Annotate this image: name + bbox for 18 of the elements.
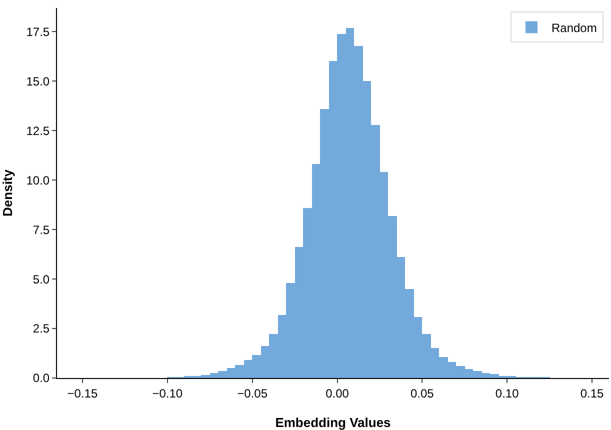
x-tick-label: −0.15: [67, 386, 98, 400]
y-tick-label: 10.0: [26, 173, 50, 188]
x-tick-label: 0.00: [326, 386, 350, 400]
y-tick-label: 2.5: [32, 322, 50, 336]
x-tick-label: −0.05: [237, 386, 268, 400]
legend-label: Random: [551, 20, 597, 35]
y-tick-label: 15.0: [26, 74, 50, 88]
y-axis-title: Density: [0, 168, 16, 216]
x-tick-label: 0.10: [495, 386, 520, 400]
x-tick-label: 0.05: [410, 386, 434, 400]
y-tick-label: 12.5: [26, 124, 50, 138]
x-tick-label: 0.15: [580, 386, 604, 400]
y-tick-label: 17.5: [26, 24, 50, 39]
x-tick-label: −0.10: [152, 386, 183, 400]
y-tick-label: 5.0: [32, 272, 50, 286]
y-tick-label: 0.0: [32, 371, 50, 386]
y-tick-label: 7.5: [32, 222, 50, 237]
x-axis-title: Embedding Values: [275, 415, 391, 430]
